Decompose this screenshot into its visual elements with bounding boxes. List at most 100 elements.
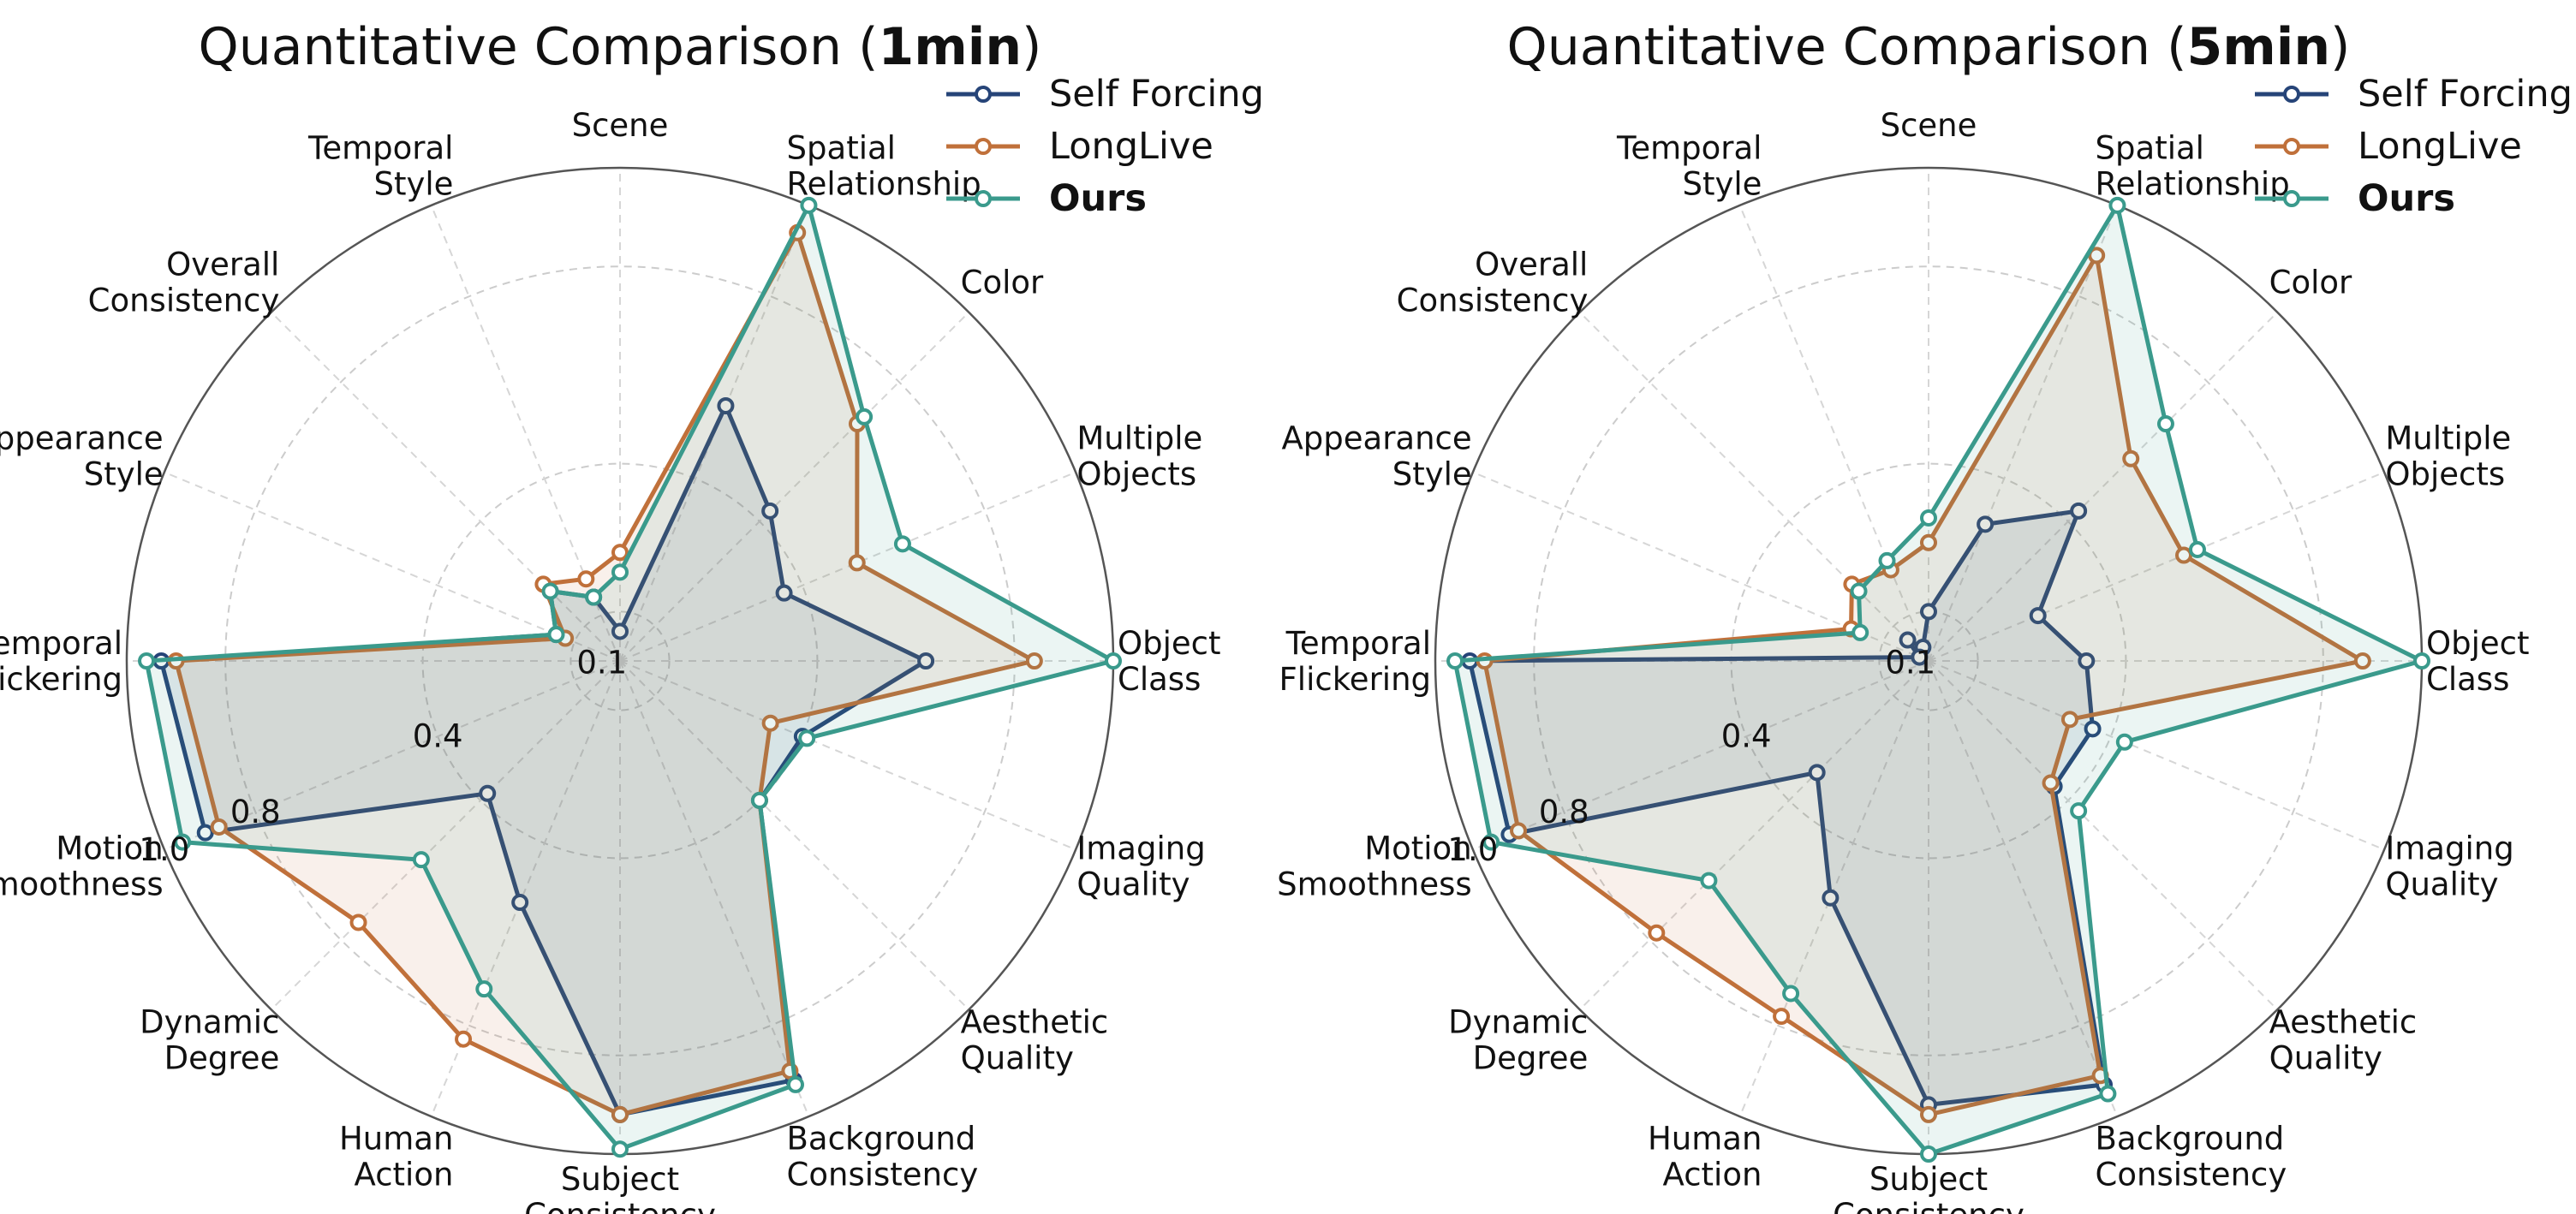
- data-point: [1782, 985, 1800, 1003]
- grid-spoke: [619, 660, 970, 1011]
- axis-label: Aesthetic Quality: [2269, 1003, 2418, 1076]
- data-point: [2078, 652, 2096, 669]
- data-point: [1648, 924, 1666, 942]
- chart-title-prefix: Quantitative Comparison (: [199, 17, 879, 77]
- data-point: [2188, 540, 2206, 558]
- radial-tick-label: 0.1: [1885, 645, 1935, 681]
- data-point: [2070, 802, 2088, 820]
- grid-spoke: [1928, 205, 2119, 662]
- data-point: [585, 588, 603, 606]
- axis-label: Multiple Objects: [2385, 420, 2511, 492]
- axis-label: SubjectConsistency: [524, 1161, 716, 1214]
- data-point: [1911, 648, 1929, 666]
- data-point: [2156, 415, 2174, 433]
- data-point: [1105, 652, 1122, 669]
- axis-label: Dynamic Degree: [1448, 1003, 1588, 1076]
- chart-title: Quantitative Comparison (5min): [1507, 17, 2351, 77]
- data-point: [775, 584, 793, 602]
- axis-label: Imaging Quality: [2385, 830, 2513, 902]
- legend-label: LongLive: [2358, 125, 2522, 168]
- axis-label: Imaging Quality: [1076, 830, 1205, 902]
- axis-label: Object Class: [1118, 625, 1221, 698]
- axis-label: Object Class: [2426, 625, 2530, 698]
- grid-spoke: [1738, 660, 1929, 1117]
- legend-label: Self Forcing: [1049, 73, 1264, 116]
- data-point: [761, 502, 779, 520]
- data-point: [1977, 515, 1995, 533]
- series-ours: [138, 196, 1122, 1158]
- data-point: [577, 570, 595, 588]
- data-point: [611, 544, 629, 562]
- data-point: [1852, 623, 1869, 641]
- data-point: [1878, 551, 1896, 569]
- grid-spoke: [1472, 660, 1929, 851]
- data-point: [1446, 652, 1464, 669]
- chart-title: Quantitative Comparison (1min): [199, 17, 1042, 77]
- legend-marker: [975, 86, 992, 103]
- axis-label: Color: [2269, 264, 2352, 301]
- data-point: [1920, 509, 1937, 527]
- radial-tick-label: 0.8: [230, 794, 281, 830]
- data-point: [611, 563, 629, 581]
- legend-label: LongLive: [1049, 125, 1213, 168]
- data-point: [1700, 872, 1718, 890]
- radar-chart-2: Quantitative Comparison (5min) 0.1 0.4 0.8 1…: [1277, 17, 2573, 1214]
- grid-spoke: [619, 660, 1076, 851]
- data-point: [2353, 652, 2371, 669]
- radial-tick-label: 1.0: [1447, 831, 1498, 868]
- grid-ring: [1878, 610, 1979, 711]
- data-point: [1920, 1146, 1937, 1163]
- chart-title-bold: 1min: [878, 17, 1022, 77]
- data-point: [2175, 546, 2193, 564]
- radial-tick-label: 0.8: [1539, 794, 1589, 830]
- grid-spoke: [270, 311, 621, 662]
- grid-ring: [224, 265, 1016, 1056]
- axis-label: Dynamic Degree: [140, 1003, 279, 1076]
- legend-marker: [975, 190, 992, 207]
- legend-marker: [2283, 86, 2300, 103]
- data-point: [1822, 889, 1840, 907]
- data-point: [750, 791, 768, 809]
- data-point: [138, 652, 156, 669]
- data-point: [547, 626, 565, 644]
- data-point: [2122, 449, 2140, 467]
- axis-label: Overall Consistency: [1397, 246, 1589, 318]
- series-fill: [1484, 255, 2363, 1115]
- grid-spoke: [164, 660, 621, 851]
- axis-label: Spatial Relationship: [2096, 129, 2290, 202]
- grid-spoke: [1928, 660, 2279, 1011]
- grid-spoke: [619, 311, 970, 662]
- axis-label: Human Action: [339, 1120, 453, 1193]
- data-point: [2099, 1085, 2117, 1103]
- radial-tick-label: 0.4: [1721, 718, 1772, 755]
- data-point: [2108, 196, 2126, 214]
- data-point: [2115, 733, 2133, 751]
- data-point: [349, 913, 367, 931]
- axis-label: Scene: [572, 107, 669, 144]
- legend: Self Forcing LongLive Ours: [946, 73, 1264, 220]
- data-point: [786, 1075, 804, 1093]
- axis-label: Background Consistency: [787, 1120, 979, 1193]
- data-point: [2070, 502, 2088, 520]
- data-point: [210, 818, 228, 836]
- data-point: [856, 408, 874, 425]
- data-point: [2029, 607, 2047, 625]
- axis-label: Color: [961, 264, 1044, 301]
- data-point: [611, 1140, 629, 1158]
- axis-label: Temporal Style: [1616, 129, 1762, 202]
- grid-spoke: [1928, 311, 2279, 662]
- series-self-forcing: [1461, 502, 2113, 1114]
- radar-chart-1: Quantitative Comparison (1min) 0.1 0.4 0.8 1…: [0, 17, 1264, 1214]
- axis-label: Human Action: [1648, 1120, 1762, 1193]
- data-point: [1850, 582, 1868, 600]
- series-fill: [161, 406, 927, 1115]
- series-fill: [146, 205, 1113, 1150]
- series-longlive: [1476, 247, 2371, 1123]
- axis-label: Background Consistency: [2096, 1120, 2287, 1193]
- legend-label: Self Forcing: [2358, 73, 2573, 116]
